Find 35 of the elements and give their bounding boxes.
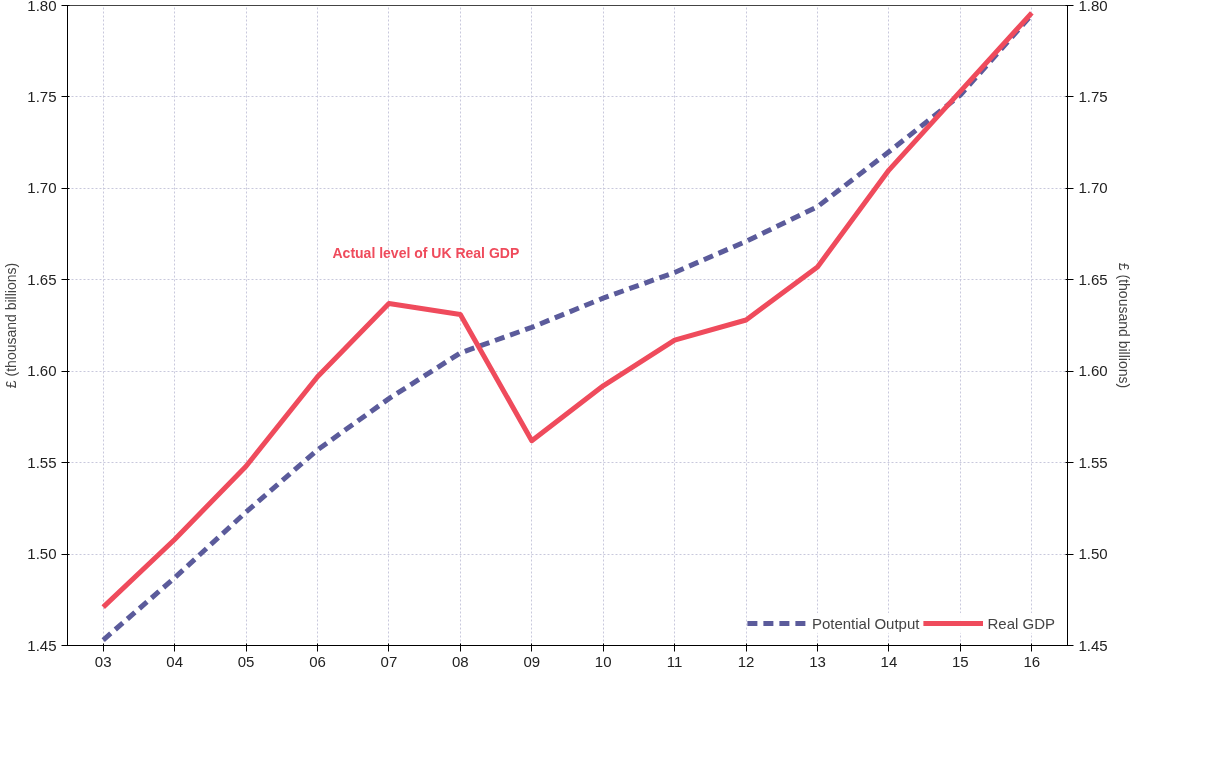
y2-tick-label: 1.70 bbox=[1078, 179, 1108, 197]
x-tick-label: 10 bbox=[594, 652, 612, 670]
annotation: Actual level of UK Real GDP bbox=[332, 244, 520, 261]
y-tick-label: 1.50 bbox=[27, 545, 57, 563]
x-tick-label: 09 bbox=[523, 652, 541, 670]
x-tick-label: 08 bbox=[452, 652, 469, 670]
y-axis-title: £ (thousand billions) bbox=[3, 262, 20, 389]
x-tick-label: 13 bbox=[809, 652, 826, 670]
y2-tick-label: 1.55 bbox=[1078, 453, 1108, 471]
y-tick-label: 1.80 bbox=[27, 0, 57, 14]
y2-tick-label: 1.80 bbox=[1078, 0, 1108, 14]
y2-tick-label: 1.50 bbox=[1078, 545, 1108, 563]
x-tick-label: 16 bbox=[1023, 652, 1041, 670]
x-tick-label: 11 bbox=[666, 652, 683, 670]
x-tick-label: 12 bbox=[737, 652, 755, 670]
legend-label: Potential Output bbox=[811, 614, 920, 632]
y-tick-label: 1.60 bbox=[27, 362, 57, 380]
y-tick-label: 1.65 bbox=[27, 270, 57, 288]
y2-tick-label: 1.75 bbox=[1078, 87, 1108, 105]
x-tick-label: 04 bbox=[166, 652, 183, 670]
y2-tick-label: 1.45 bbox=[1078, 636, 1108, 654]
y-tick-label: 1.70 bbox=[27, 179, 57, 197]
x-tick-label: 05 bbox=[237, 652, 255, 670]
x-tick-label: 06 bbox=[309, 652, 326, 670]
y2-tick-label: 1.60 bbox=[1078, 362, 1108, 380]
y-tick-label: 1.55 bbox=[27, 453, 57, 471]
x-tick-label: 14 bbox=[880, 652, 898, 670]
x-tick-label: 15 bbox=[952, 652, 969, 670]
y2-axis-title: £ (thousand billions) bbox=[1115, 262, 1132, 389]
x-tick-label: 07 bbox=[380, 652, 398, 670]
x-tick-label: 03 bbox=[94, 652, 112, 670]
y2-tick-label: 1.65 bbox=[1078, 270, 1108, 288]
y-tick-label: 1.45 bbox=[27, 636, 57, 654]
y-tick-label: 1.75 bbox=[27, 87, 57, 105]
legend-label: Real GDP bbox=[987, 614, 1055, 632]
